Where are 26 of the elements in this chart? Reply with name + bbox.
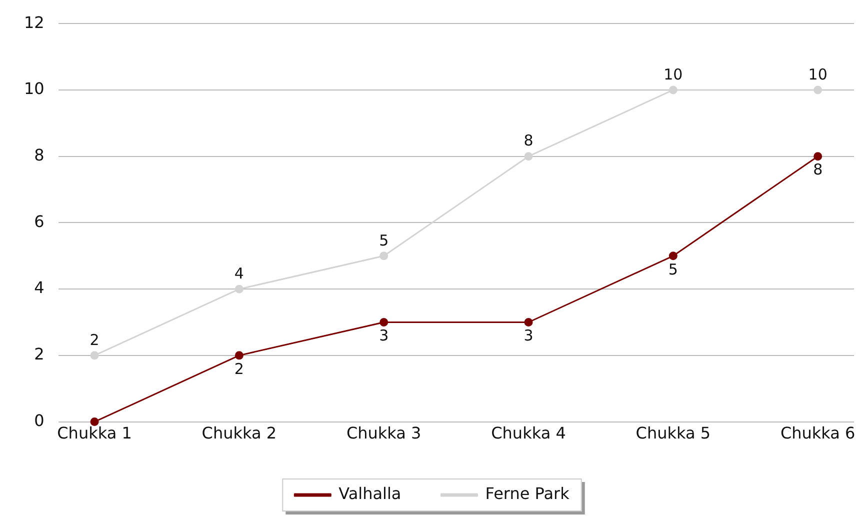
x-tick-label: Chukka 6 xyxy=(780,424,856,443)
data-label: 4 xyxy=(234,264,244,282)
y-tick-label: 6 xyxy=(34,212,44,231)
y-tick-label: 12 xyxy=(24,12,44,32)
y-tick-label: 2 xyxy=(34,344,44,364)
legend-label: Valhalla xyxy=(338,484,402,504)
data-label: 8 xyxy=(524,132,534,150)
x-tick-label: Chukka 3 xyxy=(346,424,422,443)
data-label: 3 xyxy=(524,326,534,345)
data-label: 5 xyxy=(668,260,678,278)
legend-label: Ferne Park xyxy=(485,484,570,504)
y-tick-label: 10 xyxy=(24,79,44,98)
y-tick-label: 8 xyxy=(34,145,44,164)
data-label: 10 xyxy=(808,65,828,84)
x-tick-label: Chukka 2 xyxy=(202,424,277,443)
x-tick-label: Chukka 4 xyxy=(491,424,566,443)
x-tick-label: Chukka 1 xyxy=(57,424,132,443)
data-label: 2 xyxy=(234,360,244,378)
data-label: 10 xyxy=(664,65,683,84)
data-label: 2 xyxy=(90,330,100,349)
x-tick-label: Chukka 5 xyxy=(636,424,711,443)
data-label: 8 xyxy=(813,160,823,179)
y-tick-label: 0 xyxy=(34,410,44,430)
data-label: 5 xyxy=(379,231,389,250)
y-tick-label: 4 xyxy=(34,278,44,298)
data-label: 3 xyxy=(379,326,389,345)
